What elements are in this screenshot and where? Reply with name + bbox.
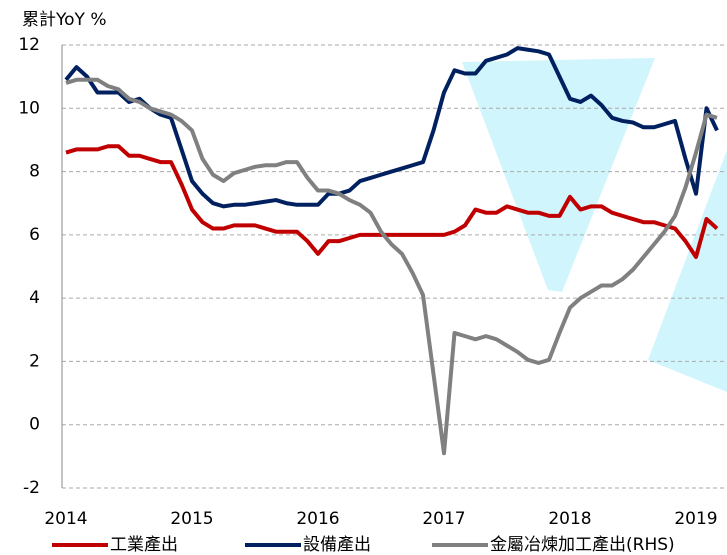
y-tick-label: 12 bbox=[18, 35, 40, 55]
y-tick-label: 10 bbox=[18, 98, 40, 118]
x-tick-label: 2016 bbox=[296, 509, 339, 529]
series-line bbox=[65, 77, 718, 456]
y-tick-label: 8 bbox=[29, 162, 40, 182]
legend-label: 工業產出 bbox=[110, 535, 178, 555]
y-tick-label: 6 bbox=[29, 225, 40, 245]
x-tick-label: 2019 bbox=[674, 509, 717, 529]
highlight-shape bbox=[462, 58, 655, 292]
highlight-shape bbox=[648, 150, 727, 392]
y-tick-label: 0 bbox=[29, 415, 40, 435]
x-tick-label: 2017 bbox=[422, 509, 465, 529]
legend-label: 設備產出 bbox=[303, 535, 371, 555]
y-tick-label: -2 bbox=[23, 478, 40, 498]
series-line bbox=[65, 144, 719, 260]
x-tick-label: 2015 bbox=[170, 509, 213, 529]
x-tick-label: 2014 bbox=[44, 509, 87, 529]
legend-label: 金屬冶煉加工產出(RHS) bbox=[490, 535, 675, 555]
y-tick-label: 4 bbox=[29, 288, 40, 308]
y-axis-label: 累計YoY % bbox=[22, 10, 106, 30]
x-tick-label: 2018 bbox=[548, 509, 591, 529]
series-line bbox=[64, 46, 719, 209]
y-tick-label: 2 bbox=[29, 351, 40, 371]
